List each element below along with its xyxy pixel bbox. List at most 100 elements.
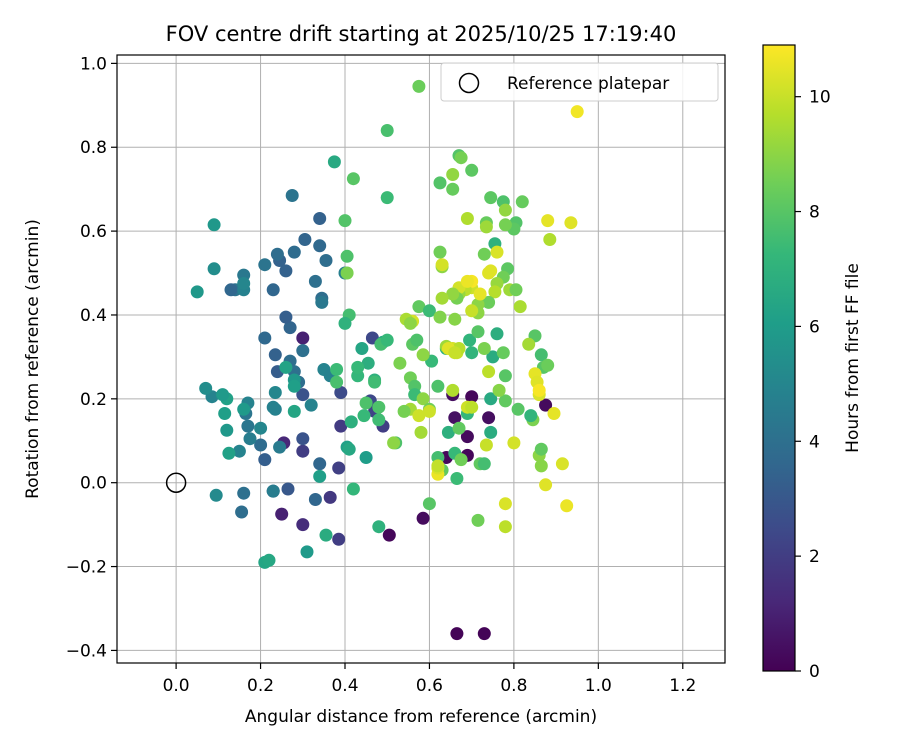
data-point — [243, 432, 257, 446]
data-point — [344, 415, 358, 429]
data-point — [463, 333, 477, 347]
data-point — [275, 507, 289, 521]
data-point — [482, 266, 496, 280]
data-point — [534, 459, 548, 473]
y-tick-label: −0.4 — [66, 641, 107, 661]
data-point — [237, 402, 251, 416]
data-point — [220, 423, 234, 437]
data-point — [498, 203, 512, 217]
data-point — [232, 444, 246, 458]
data-point — [268, 348, 282, 362]
data-point — [492, 383, 506, 397]
data-point — [254, 421, 268, 435]
data-point — [454, 453, 468, 467]
data-point — [534, 348, 548, 362]
data-point — [315, 295, 329, 309]
data-point — [446, 168, 460, 181]
data-point — [332, 461, 346, 475]
data-point — [313, 469, 327, 483]
legend-marker-icon — [458, 72, 480, 94]
colorbar: 0 2 4 6 8 10 Hours from first FF file — [762, 44, 863, 682]
data-point — [216, 388, 230, 402]
data-point — [346, 172, 360, 186]
data-point — [209, 488, 223, 502]
data-point — [507, 436, 521, 450]
x-tick-label: 0.4 — [331, 676, 358, 696]
data-point — [380, 191, 394, 205]
data-point — [368, 375, 382, 389]
x-tick-label: 1.0 — [585, 676, 612, 696]
colorbar-tick-label: 10 — [809, 88, 831, 108]
data-point — [524, 409, 538, 423]
y-tick-label: 0.4 — [80, 306, 107, 326]
data-point — [433, 245, 447, 259]
data-point — [460, 430, 474, 444]
data-point — [433, 176, 447, 190]
legend-box — [440, 62, 719, 102]
y-axis-label: Rotation from reference (arcmin) — [23, 219, 43, 499]
data-point — [285, 189, 299, 202]
data-point — [199, 381, 213, 395]
y-tick-label: 1.0 — [80, 54, 107, 74]
data-point — [319, 254, 333, 267]
data-point — [372, 520, 386, 534]
data-point — [482, 411, 496, 425]
data-point — [241, 419, 255, 433]
data-point — [296, 444, 310, 458]
data-point — [477, 247, 491, 261]
data-point — [330, 375, 344, 389]
data-point — [416, 392, 430, 406]
data-point — [258, 258, 272, 272]
data-point — [473, 287, 487, 301]
data-point — [471, 513, 485, 527]
data-point — [435, 291, 449, 305]
y-tick-label: 0.2 — [80, 390, 107, 410]
data-point — [416, 348, 430, 362]
data-point — [511, 402, 525, 416]
data-point — [422, 497, 436, 511]
data-point — [484, 425, 498, 439]
data-point — [372, 400, 386, 414]
data-point — [414, 425, 428, 439]
data-point — [490, 327, 504, 341]
legend: Reference platepar — [440, 62, 719, 102]
data-point — [498, 394, 512, 408]
data-point — [446, 182, 460, 196]
data-point — [498, 520, 512, 534]
data-point — [380, 333, 394, 347]
data-point — [380, 124, 394, 137]
data-point — [268, 386, 282, 399]
data-point — [482, 365, 496, 379]
data-point — [496, 346, 510, 360]
data-point — [532, 383, 546, 397]
y-tick-label: 0.8 — [80, 138, 107, 158]
data-point — [296, 344, 310, 358]
data-point — [279, 360, 293, 374]
data-point — [296, 432, 310, 446]
data-point — [254, 438, 268, 452]
data-point — [207, 218, 221, 232]
data-point — [258, 331, 272, 345]
data-point — [382, 528, 396, 542]
colorbar-ticks: 0 2 4 6 8 10 — [795, 88, 831, 682]
data-point — [460, 274, 474, 288]
data-point — [403, 316, 417, 330]
data-point — [296, 331, 310, 345]
data-point — [393, 356, 407, 370]
data-point — [490, 245, 504, 259]
plot-frame — [116, 54, 726, 664]
data-point — [319, 528, 333, 542]
data-point — [422, 304, 436, 318]
data-point — [498, 369, 512, 383]
data-point — [270, 247, 284, 261]
data-point — [308, 274, 322, 288]
y-axis-ticks: −0.4 −0.2 0.0 0.2 0.4 0.6 0.8 1.0 — [66, 54, 117, 661]
data-point — [330, 363, 344, 376]
data-point — [296, 388, 310, 402]
x-tick-label: 0.0 — [163, 676, 190, 696]
data-point — [266, 484, 280, 498]
data-point — [547, 407, 561, 420]
x-tick-label: 1.2 — [669, 676, 696, 696]
data-point — [308, 493, 322, 506]
data-point — [448, 411, 462, 425]
